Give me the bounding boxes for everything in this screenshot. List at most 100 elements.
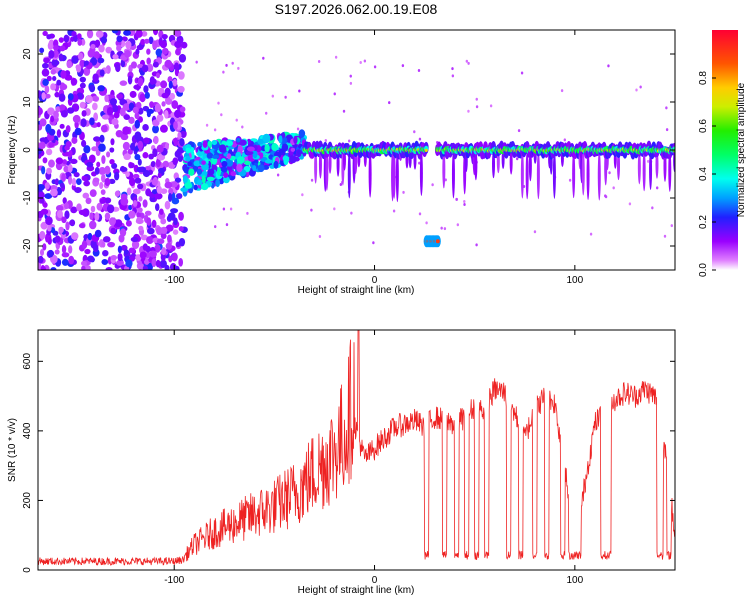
spectrogram-cell [563,138,567,142]
spectrogram-cell [132,106,139,114]
spectrogram-cell [525,150,529,200]
spectrogram-cell [324,139,327,143]
spectrogram-cell [66,107,75,114]
spectrogram-cell [46,75,52,82]
spectrogram-cell [74,127,82,136]
spectrogram-cell [151,258,157,268]
spectrogram-cell [58,53,64,62]
spectrogram-cell [54,178,60,186]
spectrogram-cell [67,93,74,101]
spectrogram-cell [373,65,377,69]
spectrogram-cell [293,135,298,145]
spectrogram-cell [38,141,46,149]
spectrogram-cell [54,249,60,255]
spectrogram-cell [52,75,57,82]
spectrogram-cell [135,254,142,261]
spectrogram-cell [226,158,234,167]
spectrogram-cell [119,80,128,86]
spectrogram-cell [42,243,47,251]
spectrogram-cell [143,85,149,94]
snr-x-label: Height of straight line (km) [298,585,415,596]
spectrogram-cell [310,178,314,182]
spectrogram-cell [148,36,154,45]
spectrogram-cell [100,124,108,133]
spectrogram-cell [160,188,168,194]
spectrogram-cell [282,155,289,162]
spectrogram-cell [325,150,329,191]
spectrogram-cell [276,173,280,177]
spectrogram-cell [61,252,70,258]
spectrogram-cell [639,85,642,89]
spectrogram-cell [174,109,182,119]
spectrogram-cell [155,259,161,268]
spectrogram-cell [339,183,343,187]
spectrogram-cell [54,235,61,243]
spectrogram-cell [137,158,142,166]
spectrogram-cell [463,202,466,206]
spectrogram-cell [168,192,173,202]
spectrogram-cell [89,220,97,230]
spectrogram-cell [451,67,454,71]
spectrogram-cell [105,267,113,270]
spectrogram-cell [156,144,164,153]
spectrogram-cell [451,74,455,78]
spectrogram-cell [112,54,119,60]
spectrogram-cell [98,44,105,53]
spectrogram-cell [314,150,318,184]
spectrogram-cell [196,151,204,157]
spectrogram-cell [444,178,447,182]
spectrogram-cell [184,182,193,189]
spectrogram-cell [48,159,55,168]
spectrogram-cell [111,118,119,126]
spectrogram-cell [165,224,174,232]
spectrogram-cell [424,148,428,152]
spectrogram-cell [172,157,179,166]
spectrogram-cell [154,244,161,253]
spectrogram-cell [87,49,95,58]
spectrogram-cell [220,166,228,174]
spectrogram-cell [223,176,230,184]
spectrogram-cell [172,78,178,87]
spectrogram-cell [105,46,113,54]
x-tick-label: -100 [164,275,184,286]
spectrogram-cell [178,257,184,267]
spectrogram-cell [200,183,209,191]
spectrogram-cell [134,119,141,129]
spectrogram-cell [124,50,131,58]
spectrogram-cell [173,120,178,130]
spectrogram-cell [81,139,87,148]
spectrogram-cell [50,254,58,264]
spectrogram-cell [172,229,179,235]
spectrogram-cell [167,212,176,221]
spectrogram-cell [66,60,73,69]
spectrogram-cell [152,61,159,68]
spectrogram-cell [168,187,174,195]
spectrogram-cell [44,93,51,99]
spectrogram-cell [451,150,455,199]
spectrogram-cell [156,238,165,245]
spectrogram-cell [116,93,124,100]
spectrogram-cell [112,105,119,113]
spectrogram-cell [418,212,422,216]
spectrogram-cell [154,192,163,200]
spectrogram-cell [284,95,287,99]
spectrogram-cell [58,226,64,234]
spectrogram-cell [128,177,136,187]
spectrogram-cell [160,80,168,89]
spectrogram-cell [61,173,66,182]
spectrogram-cell [84,248,91,255]
colorbar-gradient [712,30,738,270]
spectrogram-cell [87,232,93,241]
spectrogram-cell [97,57,105,64]
spectrogram-cell [106,151,111,158]
spectrogram-cell [160,232,167,240]
spectrogram-cell [109,158,115,165]
spectrogram-cell [368,150,372,198]
spectrogram-cell [151,189,158,195]
spectrogram-cell [119,228,127,237]
spectrogram-cell [520,71,524,75]
spectrogram-cell [231,61,234,65]
spectrogram-cell [50,267,57,270]
spectrogram-cell [59,123,65,129]
spectrogram-cell [215,178,221,188]
